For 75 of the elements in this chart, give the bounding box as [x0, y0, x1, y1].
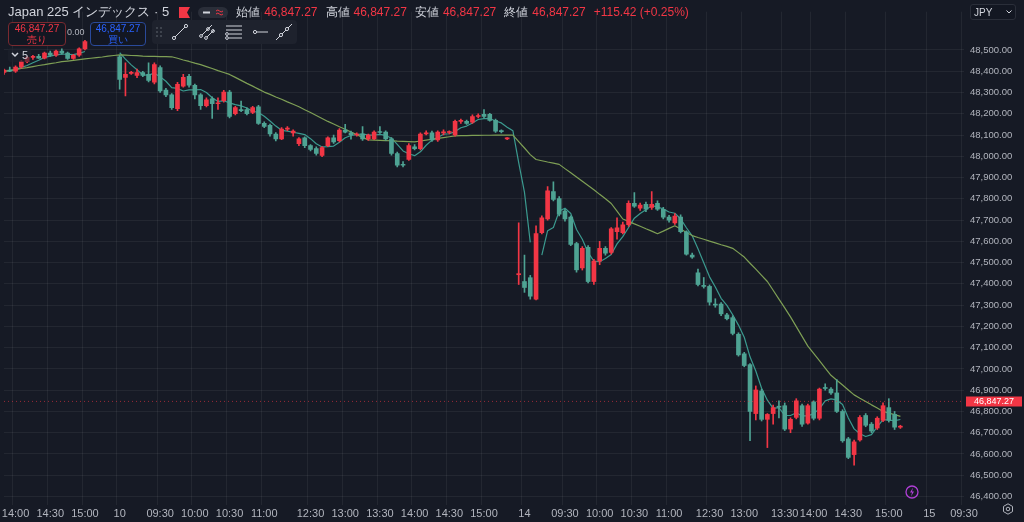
y-tick-label: 47,600.00 — [970, 234, 1013, 246]
y-tick-label: 47,100.00 — [970, 341, 1013, 353]
y-tick-label: 47,200.00 — [970, 320, 1013, 332]
x-tick-label: 15:00 — [71, 506, 99, 519]
x-tick-label: 11:00 — [655, 506, 683, 519]
x-tick-label: 14:00 — [400, 506, 429, 519]
x-tick-label: 14:00 — [799, 506, 828, 519]
chart-title: Japan 225 インデックス · 5 — [8, 3, 170, 21]
candlestick — [516, 222, 522, 285]
y-tick-label: 48,200.00 — [970, 107, 1013, 119]
y-tick-label: 46,400.00 — [970, 490, 1013, 502]
y-tick-label: 47,500.00 — [970, 256, 1013, 268]
annotation: 安値 — [414, 3, 439, 21]
x-tick-label: 09:30 — [950, 506, 978, 519]
x-tick-label: 13:00 — [730, 506, 759, 519]
x-tick-label: 15:00 — [470, 506, 498, 519]
y-tick-label: 47,300.00 — [970, 298, 1013, 310]
x-tick-label: 10:00 — [181, 506, 209, 519]
y-tick-label: 46,500.00 — [970, 468, 1013, 480]
x-tick-label: 13:30 — [366, 506, 394, 519]
y-tick-label: 47,900.00 — [970, 171, 1013, 183]
y-tick-label: 48,400.00 — [970, 64, 1013, 76]
annotation: 終値 — [504, 3, 529, 21]
x-tick-label: 15:00 — [875, 506, 903, 519]
x-tick-label: 09:30 — [146, 506, 174, 519]
y-tick-label: 48,100.00 — [970, 128, 1013, 140]
candlestick — [209, 96, 215, 119]
y-tick-label: 46,900.00 — [970, 383, 1013, 395]
text: JPY — [974, 6, 993, 18]
x-tick-label: 11:00 — [250, 506, 278, 519]
y-tick-label: 47,400.00 — [970, 277, 1013, 289]
x-tick-label: 10 — [113, 506, 126, 519]
y-tick-label: 48,500.00 — [970, 43, 1013, 55]
x-tick-label: 15 — [923, 506, 936, 519]
x-tick-label: 14:30 — [834, 506, 863, 519]
annotation: 46,847.27 — [532, 5, 586, 19]
x-tick-label: 14:30 — [36, 506, 65, 519]
x-tick-label: 14:00 — [1, 506, 30, 519]
annotation: 46,847.27 — [353, 5, 407, 19]
candlestick — [238, 100, 244, 112]
annotation: 46,847.27 — [442, 5, 497, 19]
y-tick-label: 46,800.00 — [970, 405, 1013, 417]
x-tick-label: 14:30 — [435, 506, 464, 519]
x-tick-label: 10:00 — [585, 506, 614, 519]
y-tick-label: 47,000.00 — [970, 362, 1013, 374]
x-tick-label: 09:30 — [551, 506, 579, 519]
sell-button: 46,847.27 売り — [8, 22, 66, 46]
y-tick-label: 46,600.00 — [970, 447, 1013, 459]
buy-button: 46,847.27 買い — [90, 22, 146, 46]
candlestick — [649, 191, 655, 210]
annotation: 0.00 — [67, 27, 85, 37]
y-tick-label: 48,300.00 — [970, 86, 1013, 98]
y-tick-label: 48,000.00 — [970, 149, 1013, 161]
annotation: 買い — [107, 34, 129, 45]
annotation: 46,847.27 — [264, 5, 318, 19]
annotation: 始値 — [236, 3, 261, 21]
annotation: 46,847.27 — [94, 23, 142, 34]
x-tick-label: 10:30 — [620, 506, 649, 519]
candlestick — [822, 383, 828, 391]
ref-line-label: 46,847.27 — [973, 395, 1015, 406]
annotation: +115.42 (+0.25%) — [593, 5, 689, 19]
annotation: 5 — [22, 49, 29, 61]
x-tick-label: 13:00 — [331, 506, 359, 519]
annotation: 売り — [27, 34, 47, 45]
y-tick-label: 47,700.00 — [970, 213, 1013, 225]
candlestick — [215, 97, 221, 110]
y-tick-label: 47,800.00 — [970, 192, 1013, 204]
x-tick-label: 12:30 — [296, 506, 325, 519]
x-tick-label: 14 — [518, 506, 531, 519]
annotation: 高値 — [325, 3, 350, 21]
y-tick-label: 46,700.00 — [970, 426, 1013, 438]
x-tick-label: 10:30 — [215, 506, 244, 519]
annotation: 46,847.27 — [13, 23, 61, 34]
x-tick-label: 13:30 — [770, 506, 799, 519]
x-tick-label: 12:30 — [695, 506, 724, 519]
